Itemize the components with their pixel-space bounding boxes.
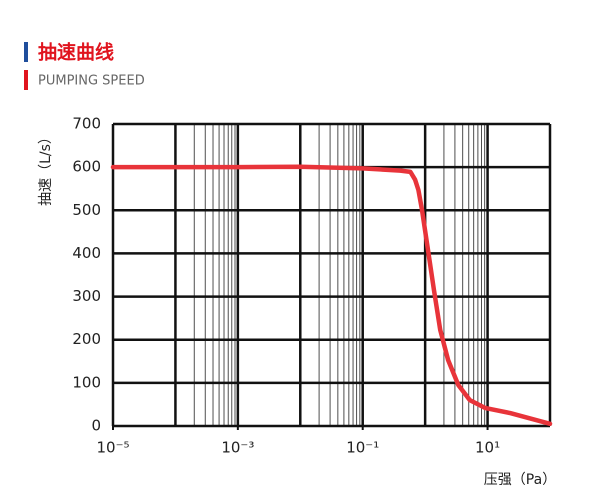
y-tick-label: 100	[72, 373, 101, 391]
subtitle: PUMPING SPEED	[38, 74, 145, 89]
x-tick-label: 10¹	[475, 439, 500, 457]
y-tick-label: 600	[72, 158, 101, 176]
title-bar	[24, 42, 28, 62]
x-tick-label: 10⁻⁵	[96, 439, 129, 457]
subtitle-bar	[24, 70, 28, 90]
y-tick-label: 300	[72, 287, 101, 305]
y-tick-label: 500	[72, 201, 101, 219]
x-tick-label: 10⁻¹	[346, 439, 379, 457]
y-tick-label: 400	[72, 244, 101, 262]
series-line	[110, 164, 553, 427]
y-tick-label: 200	[72, 330, 101, 348]
x-tick-label: 10⁻³	[221, 439, 254, 457]
y-tick-label: 700	[72, 115, 101, 133]
title: 抽速曲线	[38, 41, 114, 64]
x-axis-label: 压强（Pa）	[484, 472, 556, 488]
y-tick-label: 0	[91, 417, 101, 435]
y-axis-label: 抽速（L/s）	[38, 130, 54, 206]
